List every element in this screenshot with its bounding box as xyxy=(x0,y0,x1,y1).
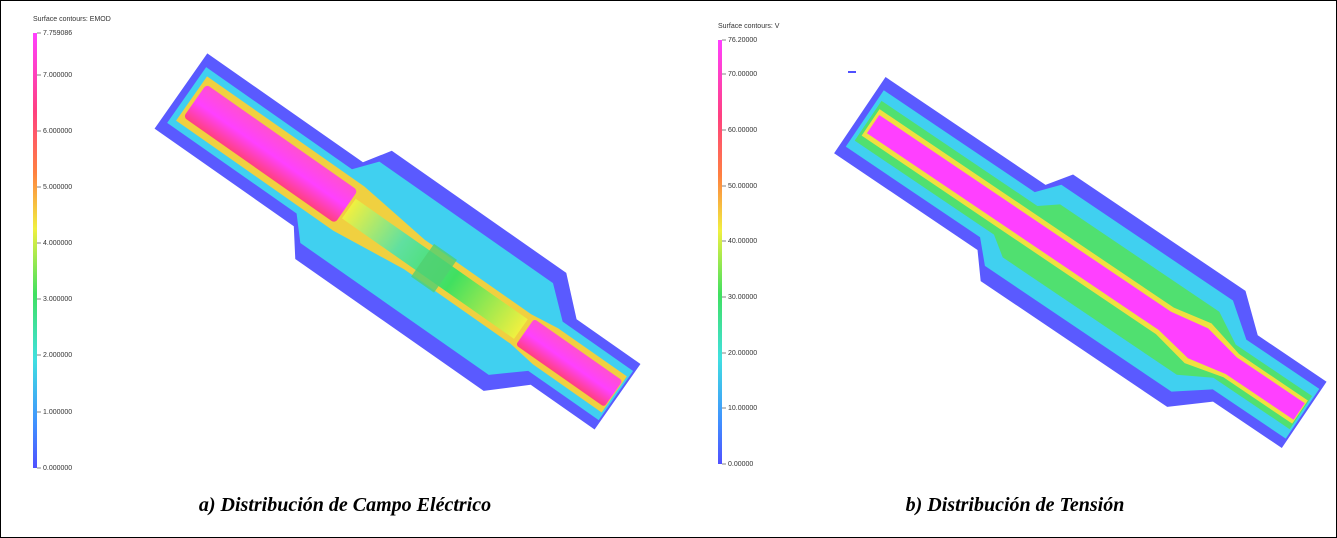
colorbar xyxy=(33,33,37,468)
marker xyxy=(848,71,856,73)
page: {"panels": [ {"colorbar": {"title": "Sur… xyxy=(0,0,1337,538)
colorbar-tick-label: 7.000000 xyxy=(43,72,72,79)
colorbar-tick-label: 3.000000 xyxy=(43,296,72,303)
colorbar-tick-label: 0.00000 xyxy=(728,461,753,468)
colorbar-tick-label: 10.00000 xyxy=(728,405,757,412)
colorbar-tick-label: 30.00000 xyxy=(728,294,757,301)
colorbar-tick-label: 76.20000 xyxy=(728,37,757,44)
colorbar-title: Surface contours: V xyxy=(718,23,780,30)
colorbar xyxy=(718,40,722,464)
figure: Surface contours: EMOD a) Distribución d… xyxy=(0,0,1337,538)
colorbar-tick-label: 5.000000 xyxy=(43,184,72,191)
colorbar-tick-label: 70.00000 xyxy=(728,71,757,78)
colorbar-title: Surface contours: EMOD xyxy=(33,16,111,23)
colorbar-tick-label: 60.00000 xyxy=(728,127,757,134)
colorbar-tick-label: 40.00000 xyxy=(728,238,757,245)
colorbar-tick-label: 50.00000 xyxy=(728,183,757,190)
colorbar-tick-label: 2.000000 xyxy=(43,352,72,359)
colorbar-tick-label: 20.00000 xyxy=(728,350,757,357)
caption: b) Distribución de Tensión xyxy=(906,494,1125,516)
colorbar-tick-label: 0.000000 xyxy=(43,465,72,472)
colorbar-tick-label: 4.000000 xyxy=(43,240,72,247)
caption: a) Distribución de Campo Eléctrico xyxy=(199,494,491,516)
colorbar-tick-label: 7.759086 xyxy=(43,30,72,37)
colorbar-tick-label: 1.000000 xyxy=(43,409,72,416)
colorbar-tick-label: 6.000000 xyxy=(43,128,72,135)
